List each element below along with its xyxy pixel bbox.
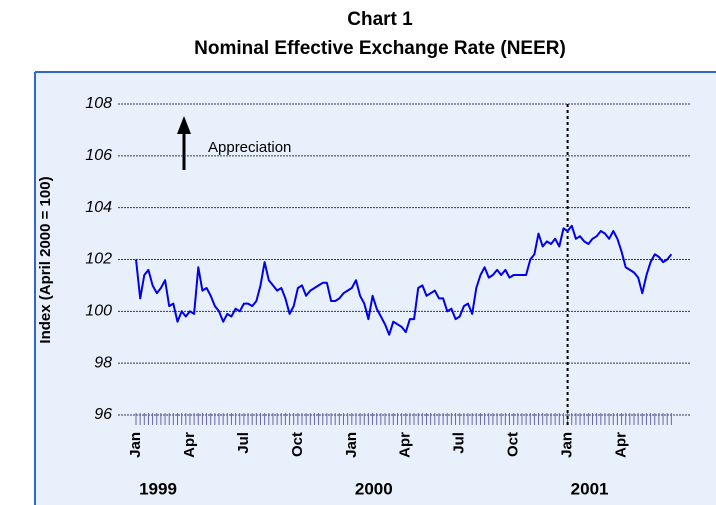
x-tick-label: Oct xyxy=(505,432,522,457)
panel xyxy=(35,72,716,505)
year-label: 2001 xyxy=(571,479,609,498)
x-tick-label: Oct xyxy=(289,432,306,457)
y-tick-label: 100 xyxy=(85,303,112,320)
x-tick-label: Jul xyxy=(235,432,252,454)
x-tick-label: Jul xyxy=(451,432,468,454)
chart-subtitle: Nominal Effective Exchange Rate (NEER) xyxy=(194,38,566,59)
year-label: 1999 xyxy=(139,479,177,498)
year-label: 2000 xyxy=(355,479,393,498)
x-tick-label: Jan xyxy=(559,432,576,458)
x-tick-label: Apr xyxy=(613,432,630,458)
annotation: Appreciation xyxy=(208,139,291,156)
arrow-head xyxy=(177,116,191,134)
y-tick-label: 102 xyxy=(85,251,112,268)
x-tick-label: Apr xyxy=(397,432,414,458)
y-tick-label: 106 xyxy=(85,147,112,164)
y-axis-label: Index (April 2000 = 100) xyxy=(37,176,54,343)
line xyxy=(135,224,673,336)
y-tick-label: 108 xyxy=(85,95,112,112)
y-tick-label: 98 xyxy=(94,354,112,371)
chart-title: Chart 1 xyxy=(347,9,413,30)
x-tick-label: Jan xyxy=(343,432,360,458)
y-tick-label: 104 xyxy=(85,199,112,216)
x-tick-label: Jan xyxy=(127,432,144,458)
y-tick-label: 96 xyxy=(94,406,112,423)
x-tick-label: Apr xyxy=(181,432,198,458)
